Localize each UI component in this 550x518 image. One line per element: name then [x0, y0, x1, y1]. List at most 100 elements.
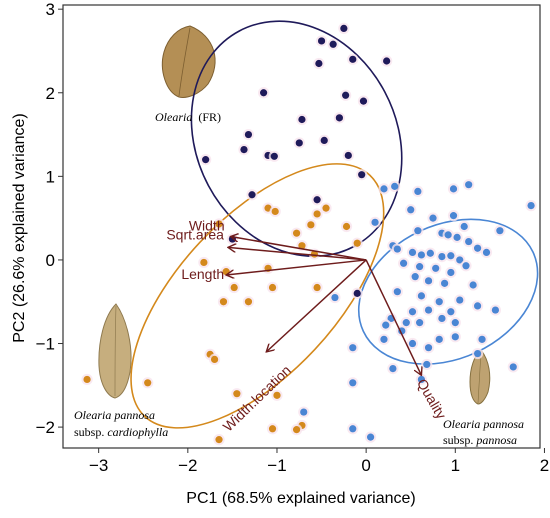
data-point-s1-16 — [244, 298, 253, 306]
data-point-s2-23 — [399, 259, 408, 267]
data-point-s2-32 — [393, 288, 401, 296]
loading-arrow-quality — [365, 259, 421, 375]
group-label-fr-code: (FR) — [198, 110, 221, 124]
data-point-s0-4 — [349, 55, 357, 63]
data-point-s2-10 — [444, 231, 452, 239]
confidence-ellipse-1 — [130, 163, 385, 429]
data-point-s1-15 — [313, 283, 321, 292]
group-label-cardiophylla-line1: Olearia pannosa — [74, 408, 155, 422]
data-point-s2-34 — [435, 298, 443, 306]
data-point-s0-16 — [270, 152, 278, 160]
data-point-s1-21 — [144, 379, 152, 387]
data-point-s2-65 — [349, 425, 357, 433]
data-point-s1-7 — [342, 222, 351, 231]
data-point-s1-1 — [322, 204, 330, 212]
data-point-s2-50 — [451, 333, 459, 341]
confidence-ellipse-2 — [357, 218, 539, 365]
data-point-s2-64 — [300, 408, 308, 416]
x-axis-ticks: −3 −2 −1 0 1 2 — [89, 448, 549, 475]
data-point-s2-28 — [411, 273, 419, 281]
data-point-s2-0 — [380, 185, 388, 193]
data-point-s2-62 — [371, 218, 379, 226]
group-label-pannosa-subsp: subsp. pannosa — [443, 433, 517, 447]
y-axis-ticks: −2 −1 0 1 2 3 — [36, 0, 63, 437]
x-tick-label: −1 — [267, 456, 286, 475]
data-point-s1-8 — [353, 239, 361, 247]
data-point-s0-0 — [340, 24, 348, 33]
group-label-cardiophylla-line2: subsp. cardiophylla — [74, 425, 168, 439]
data-point-s1-23 — [273, 391, 281, 399]
data-point-s2-22 — [456, 256, 464, 264]
data-point-s2-57 — [389, 364, 397, 373]
data-point-s1-26 — [292, 426, 301, 434]
y-tick-label: 0 — [46, 251, 55, 270]
loading-arrow-width-location — [266, 259, 367, 352]
data-point-s2-8 — [414, 227, 422, 235]
data-point-s2-20 — [438, 252, 446, 261]
data-point-s1-3 — [271, 207, 279, 216]
data-point-s0-10 — [295, 139, 303, 147]
data-point-s2-7 — [460, 222, 468, 231]
loading-arrow-width — [231, 237, 367, 261]
data-point-s2-60 — [417, 375, 426, 384]
data-point-s1-24 — [268, 425, 277, 433]
data-point-s0-17 — [240, 146, 248, 154]
data-point-s2-33 — [417, 292, 426, 300]
data-point-s2-66 — [366, 433, 375, 441]
loading-arrow-length — [226, 259, 367, 275]
data-point-s2-59 — [349, 379, 357, 387]
data-point-s0-20 — [248, 191, 256, 199]
y-axis-title: PC2 (26.6% explained variance) — [11, 113, 28, 342]
data-point-s1-20 — [83, 375, 91, 384]
data-point-s0-7 — [359, 97, 368, 105]
data-point-s2-25 — [432, 264, 440, 272]
x-tick-label: 0 — [361, 456, 370, 475]
data-point-s2-51 — [478, 335, 486, 343]
leaf-icon-cardiophylla — [98, 303, 132, 399]
data-point-s0-2 — [315, 59, 323, 68]
y-tick-label: 2 — [46, 84, 55, 103]
data-point-s0-22 — [313, 196, 321, 204]
y-tick-label: 3 — [46, 0, 55, 19]
data-point-s2-14 — [482, 248, 491, 257]
loading-label-sqrt-area: Sqrt.area — [166, 226, 224, 242]
data-point-s2-67 — [391, 182, 399, 190]
data-point-s1-12 — [230, 283, 238, 292]
loading-label-quality: Quality — [414, 376, 450, 422]
data-point-s2-12 — [465, 237, 473, 246]
data-point-s1-22 — [233, 390, 241, 398]
data-point-s2-30 — [441, 279, 449, 287]
data-point-s1-5 — [292, 229, 301, 237]
data-point-s0-13 — [335, 114, 343, 122]
x-tick-label: −3 — [89, 456, 108, 475]
x-tick-label: −2 — [178, 456, 197, 475]
data-point-s1-17 — [219, 298, 228, 306]
data-point-s1-4 — [215, 220, 223, 228]
data-point-s2-48 — [380, 335, 388, 343]
data-point-s2-54 — [473, 349, 482, 358]
data-point-s2-16 — [393, 245, 401, 253]
data-point-s2-24 — [416, 263, 424, 271]
data-point-s2-68 — [414, 187, 422, 195]
data-point-s2-35 — [456, 296, 464, 304]
x-axis-title: PC1 (68.5% explained variance) — [186, 490, 415, 507]
data-point-s0-23 — [353, 289, 361, 297]
data-point-s0-9 — [298, 115, 306, 124]
data-point-s0-5 — [383, 57, 391, 65]
data-point-s1-14 — [268, 283, 277, 292]
data-point-s2-2 — [449, 185, 458, 193]
x-tick-label: 2 — [540, 456, 549, 475]
data-point-s2-55 — [349, 344, 357, 352]
data-point-s2-39 — [424, 306, 433, 314]
data-point-s1-19 — [210, 355, 219, 363]
data-point-s0-19 — [358, 171, 366, 179]
data-point-s0-3 — [329, 40, 337, 48]
x-tick-label: 1 — [451, 456, 460, 475]
data-point-s2-17 — [408, 248, 417, 257]
data-point-s2-3 — [527, 202, 535, 210]
data-point-s2-61 — [331, 293, 339, 302]
loading-label-width: Width — [189, 218, 225, 234]
data-point-s2-37 — [491, 306, 500, 314]
loading-arrow-sqrt-area — [228, 247, 367, 261]
